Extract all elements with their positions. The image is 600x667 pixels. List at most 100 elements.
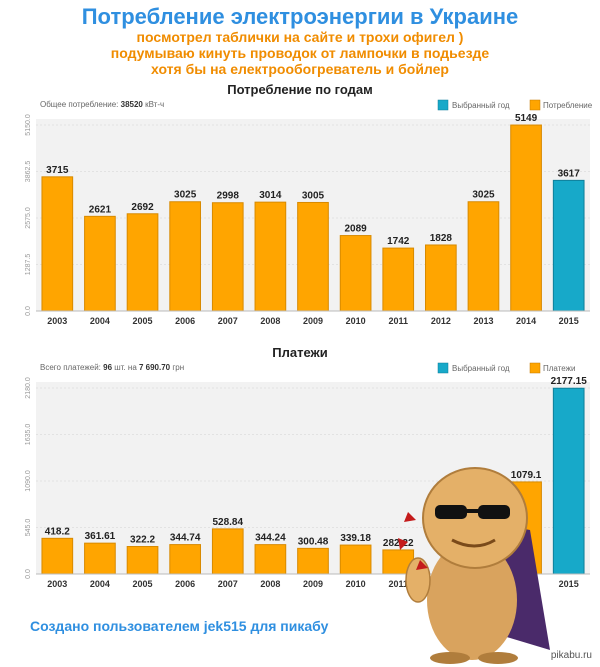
bar-2010 [339, 235, 372, 312]
bar-2008 [254, 201, 287, 312]
mascot-hand [405, 557, 431, 603]
subtitle-line-3: хотя бы на електрообогреватель и бойлер [151, 61, 449, 77]
data-label: 339.18 [340, 533, 371, 544]
bar-2012 [425, 244, 457, 312]
legend-swatch-selected [437, 362, 449, 374]
bar-2009 [297, 547, 329, 575]
y-tick-label: 1635.0 [25, 424, 32, 446]
legend-label-selected: Выбранный год [452, 364, 510, 373]
legend-label-series: Потребление [543, 101, 593, 110]
x-tick-label: 2012 [431, 316, 451, 326]
legend-swatch-series [529, 99, 541, 111]
data-label: 5149 [515, 113, 538, 124]
y-tick-label: 0.0 [25, 306, 32, 316]
x-tick-label: 2009 [303, 579, 323, 589]
data-label: 3025 [472, 190, 495, 201]
x-tick-label: 2010 [346, 579, 366, 589]
site-watermark: pikabu.ru [550, 650, 592, 661]
bar-2006 [169, 201, 201, 312]
mascot-illustration [398, 467, 550, 664]
y-tick-label: 545.0 [25, 519, 32, 537]
x-tick-label: 2006 [175, 316, 195, 326]
bar-2005 [126, 546, 159, 575]
data-label: 418.2 [45, 526, 70, 537]
legend-label-selected: Выбранный год [452, 101, 510, 110]
subtitle-line-1: посмотрел таблички на сайте и трохи офиг… [136, 29, 464, 45]
data-label: 282.22 [383, 538, 414, 549]
x-tick-label: 2015 [559, 579, 579, 589]
data-label: 3014 [259, 190, 282, 201]
data-label: 1742 [387, 236, 410, 247]
data-label: 361.61 [85, 531, 116, 542]
x-tick-label: 2007 [218, 316, 238, 326]
bar-2009 [297, 201, 329, 312]
bar-2010 [339, 544, 372, 575]
data-label: 3005 [302, 190, 325, 201]
x-tick-label: 2011 [388, 316, 408, 326]
subtitle-line-2: подумываю кинуть проводок от лампочки в … [110, 45, 490, 61]
bar-2003 [41, 176, 74, 312]
x-tick-label: 2010 [346, 316, 366, 326]
mascot-head [422, 467, 528, 569]
bar-2011 [382, 247, 415, 312]
bar-2003 [41, 537, 74, 575]
mascot-sunglasses-right [478, 505, 510, 519]
data-label: 1079.1 [511, 470, 542, 481]
data-label: 2692 [131, 202, 154, 213]
x-tick-label: 2003 [47, 579, 67, 589]
consumption-chart: Общее потребление: 38520 кВт-ч Выбранный … [25, 99, 593, 326]
x-tick-label: 2007 [218, 579, 238, 589]
y-tick-label: 0.0 [25, 569, 32, 579]
bar-2004 [84, 542, 116, 575]
data-label: 344.24 [255, 533, 286, 544]
bar-2004 [84, 215, 116, 312]
mascot-smile [451, 538, 496, 548]
x-tick-label: 2008 [260, 316, 280, 326]
y-tick-label: 5150.0 [25, 114, 32, 136]
spark-icon [404, 512, 416, 522]
x-tick-label: 2005 [133, 579, 153, 589]
spark-icon [398, 538, 408, 550]
data-label: 322.2 [130, 535, 155, 546]
data-label: 3025 [174, 190, 197, 201]
consumption-chart-title: Потребление по годам [227, 82, 373, 97]
data-label: 344.74 [170, 533, 201, 544]
bar-2006 [169, 544, 201, 575]
x-tick-label: 2008 [260, 579, 280, 589]
spark-icon [416, 560, 428, 570]
legend-swatch-selected [437, 99, 449, 111]
payments-chart-title: Платежи [272, 345, 328, 360]
x-tick-label: 2003 [47, 316, 67, 326]
mascot-sunglasses-left [435, 505, 467, 519]
author-credit: Создано пользователем jek515 для пикабу [30, 618, 329, 634]
data-label: 300.48 [298, 536, 329, 547]
bar-2015 [552, 179, 585, 312]
data-label: 3617 [558, 168, 581, 179]
bar-2008 [254, 544, 287, 575]
main-title: Потребление электроэнергии в Украине [81, 4, 519, 29]
bar-2014 [510, 124, 542, 312]
chart-summary: Всего платежей: 96 шт. на 7 690.70 грн [40, 363, 184, 372]
x-tick-label: 2005 [133, 316, 153, 326]
data-label: 2621 [89, 204, 112, 215]
y-tick-label: 1090.0 [25, 470, 32, 492]
data-label: 3715 [46, 165, 69, 176]
bar-2005 [126, 213, 159, 312]
legend-label-series: Платежи [543, 364, 575, 373]
x-tick-label: 2006 [175, 579, 195, 589]
x-tick-label: 2009 [303, 316, 323, 326]
y-tick-label: 2180.0 [25, 377, 32, 399]
data-label: 2177.15 [551, 376, 588, 387]
y-tick-label: 2575.0 [25, 207, 32, 229]
x-tick-label: 2004 [90, 579, 110, 589]
y-tick-label: 1287.5 [25, 254, 32, 276]
data-label: 2089 [344, 224, 367, 235]
bar-2007 [211, 202, 244, 312]
x-tick-label: 2011 [388, 579, 408, 589]
x-tick-label: 2004 [90, 316, 110, 326]
mascot-body [427, 540, 517, 660]
legend-swatch-series [529, 362, 541, 374]
bar-2013 [467, 201, 500, 312]
x-tick-label: 2013 [473, 316, 493, 326]
x-tick-label: 2014 [516, 316, 536, 326]
